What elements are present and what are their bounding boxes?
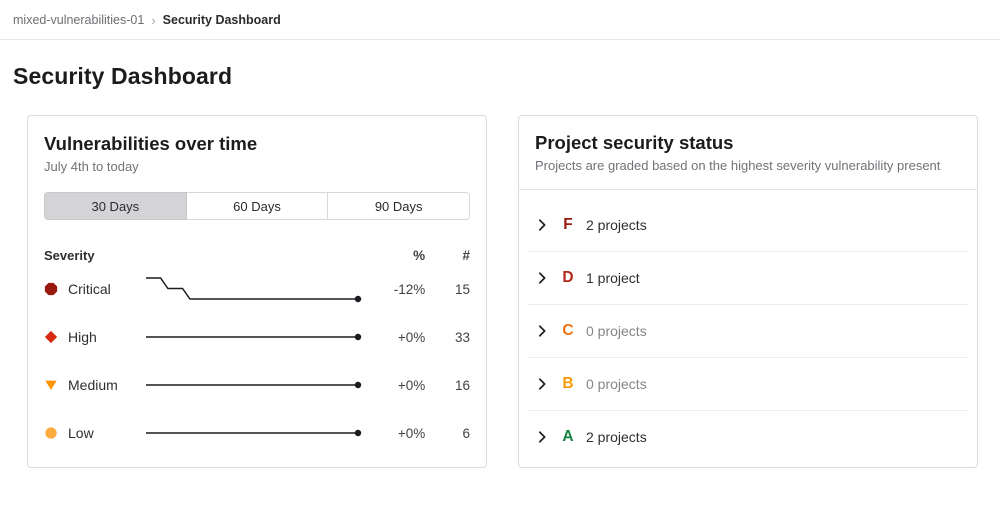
low-sparkline-chart bbox=[145, 429, 361, 437]
percent-value: +0% bbox=[397, 377, 426, 393]
count-column-header: # bbox=[462, 247, 470, 263]
page-title: Security Dashboard bbox=[13, 63, 233, 89]
count-value: 6 bbox=[462, 425, 470, 441]
low-severity-icon bbox=[44, 426, 58, 440]
medium-severity-icon bbox=[44, 378, 58, 392]
critical-sparkline-chart bbox=[145, 277, 361, 303]
grade-letter: F bbox=[563, 215, 573, 233]
critical-severity-icon bbox=[44, 282, 58, 296]
severity-row-critical: Critical -12% 15 bbox=[44, 265, 470, 313]
percent-value: +0% bbox=[397, 329, 426, 345]
breadcrumb: mixed-vulnerabilities-01 › Security Dash… bbox=[0, 0, 1000, 40]
chevron-right-icon bbox=[535, 271, 549, 285]
count-value: 16 bbox=[454, 377, 470, 393]
tab-30-days[interactable]: 30 Days bbox=[44, 192, 187, 220]
high-severity-icon bbox=[44, 330, 58, 344]
grade-letter: C bbox=[562, 322, 574, 339]
grade-letter: B bbox=[562, 375, 574, 392]
vuln-card-title: Vulnerabilities over time bbox=[44, 133, 258, 154]
severity-row-low: Low +0% 6 bbox=[44, 409, 470, 457]
project-count: 0 projects bbox=[586, 376, 647, 392]
chevron-right-icon bbox=[535, 218, 549, 232]
breadcrumb-link-project[interactable]: mixed-vulnerabilities-01 bbox=[13, 13, 145, 27]
dashboard-cards-row: Vulnerabilities over time July 4th to to… bbox=[0, 115, 1000, 468]
chevron-right-icon bbox=[535, 377, 549, 391]
grade-row-c[interactable]: C 0 projects bbox=[527, 304, 969, 357]
vuln-card-date-range: July 4th to today bbox=[44, 159, 139, 174]
severity-label: Medium bbox=[68, 377, 118, 393]
severity-column-header: Severity bbox=[44, 247, 95, 263]
grade-row-a[interactable]: A 2 projects bbox=[527, 410, 969, 463]
severity-label: Critical bbox=[68, 281, 111, 297]
chevron-right-icon bbox=[535, 430, 549, 444]
medium-sparkline-chart bbox=[145, 381, 361, 389]
count-value: 15 bbox=[454, 281, 470, 297]
severity-label: Low bbox=[68, 425, 94, 441]
project-count: 2 projects bbox=[586, 216, 647, 233]
high-sparkline-chart bbox=[145, 333, 361, 341]
grade-list: F 2 projects D 1 project C 0 projects bbox=[519, 190, 977, 463]
percent-value: -12% bbox=[393, 281, 426, 297]
grade-row-d[interactable]: D 1 project bbox=[527, 251, 969, 304]
severity-table-header: Severity % # bbox=[44, 245, 470, 265]
project-count: 1 project bbox=[586, 270, 640, 286]
project-count: 0 projects bbox=[586, 323, 647, 339]
chevron-right-icon bbox=[535, 324, 549, 338]
status-card-subtitle: Projects are graded based on the highest… bbox=[535, 158, 941, 173]
severity-label: High bbox=[68, 329, 97, 345]
grade-letter: A bbox=[562, 428, 574, 445]
count-value: 33 bbox=[454, 329, 470, 345]
status-card-header: Project security status Projects are gra… bbox=[519, 116, 977, 190]
vulnerabilities-over-time-card: Vulnerabilities over time July 4th to to… bbox=[27, 115, 487, 468]
percent-value: +0% bbox=[397, 425, 426, 441]
grade-row-b[interactable]: B 0 projects bbox=[527, 357, 969, 410]
project-count: 2 projects bbox=[586, 429, 647, 445]
day-range-tab-group: 30 Days 60 Days 90 Days bbox=[44, 192, 471, 220]
severity-row-high: High +0% 33 bbox=[44, 313, 470, 361]
breadcrumb-current-page[interactable]: Security Dashboard bbox=[162, 13, 281, 27]
status-card-title: Project security status bbox=[535, 132, 734, 153]
grade-letter: D bbox=[562, 269, 574, 286]
tab-60-days[interactable]: 60 Days bbox=[185, 192, 329, 220]
chevron-right-icon: › bbox=[151, 12, 156, 28]
severity-trend-table: Severity % # Critical -12% 15 bbox=[44, 245, 470, 457]
project-security-status-card: Project security status Projects are gra… bbox=[518, 115, 978, 468]
percent-column-header: % bbox=[413, 247, 426, 263]
grade-row-f[interactable]: F 2 projects bbox=[527, 198, 969, 251]
tab-90-days[interactable]: 90 Days bbox=[327, 192, 471, 220]
severity-row-medium: Medium +0% 16 bbox=[44, 361, 470, 409]
